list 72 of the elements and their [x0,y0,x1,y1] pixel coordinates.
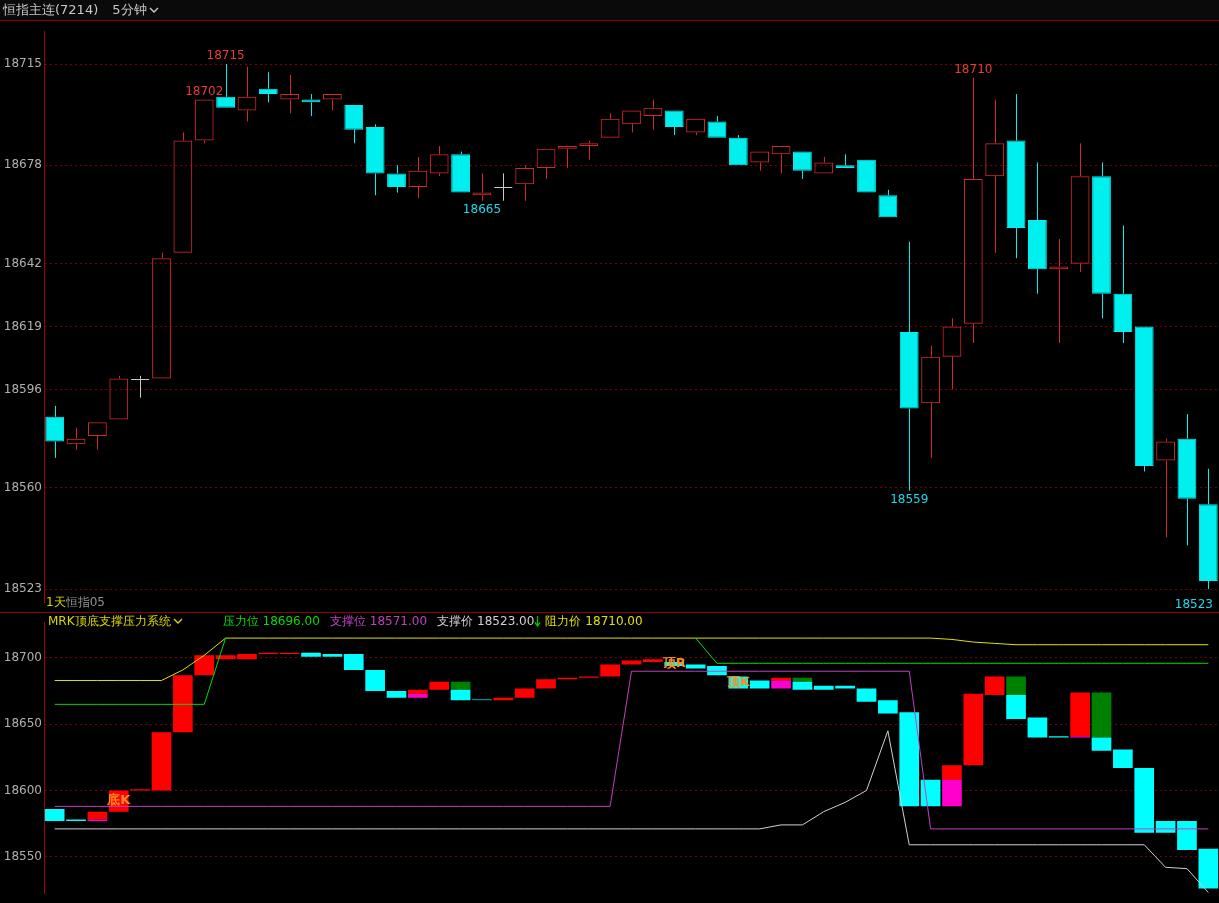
annotation: 18523.00 [477,614,535,628]
annotation: 18571.00 [369,614,428,628]
annotation: 恒指05 [65,595,105,609]
chart-subtitle: 5分钟 [112,2,147,17]
y-tick-label: 18560 [3,480,42,495]
bar [792,681,813,690]
bar [856,688,877,702]
annotation: 1天 [46,595,66,609]
y-tick-label: 18715 [3,56,42,71]
bar [1091,692,1112,738]
bar [365,669,385,692]
bar [942,765,962,780]
candlestick [878,189,898,218]
bar [685,664,706,669]
candlestick [45,405,65,459]
y-tick-label: 18650 [3,716,42,731]
y-tick-label: 18550 [3,848,42,863]
bar [771,680,791,689]
candlestick [1198,468,1218,590]
bar [1134,767,1155,833]
y-tick-label: 18596 [3,381,42,396]
annotation: 18523 [1174,597,1213,611]
series-label: 压力位 [222,614,259,628]
annotation: 18702 [185,83,224,98]
y-tick-label: 18523 [3,581,42,596]
annotation: 18715 [206,48,245,63]
bar [408,693,428,698]
bar [1070,692,1090,737]
bar [1006,695,1026,719]
bar [450,681,471,690]
bar [343,654,364,670]
annotation: 18710 [954,61,993,76]
bar [87,811,108,820]
candlestick [365,123,385,196]
series-label: 阻力价 [545,614,582,628]
bar [1113,749,1133,768]
bar [408,689,428,694]
bar [749,680,770,689]
chart-title: 恒指主连(7214) [3,2,99,17]
bar [322,654,343,657]
annotation: 18710.00 [585,614,643,628]
chart-title: MRK顶底支撑压力系统 [48,614,171,628]
bar [1091,737,1112,751]
annotation: 18559 [890,491,929,506]
candlestick [899,241,919,492]
candlestick [493,172,513,202]
y-tick-label: 18678 [3,157,42,172]
bar [301,652,321,657]
bar [386,691,407,698]
annotation: 18665 [462,201,502,216]
y-tick-label: 18600 [3,782,42,797]
candlestick [1092,161,1111,319]
bar [450,689,471,701]
candlestick [728,134,748,166]
bar [792,677,813,682]
candlestick [1177,413,1197,546]
y-tick-label: 18619 [3,318,42,333]
y-tick-label: 18700 [3,650,42,665]
bar [1027,717,1048,738]
candlestick [1134,326,1154,473]
annotation: 18696.00 [262,614,320,628]
candlestick [1028,161,1047,295]
bar [942,779,962,807]
candlestick [835,153,855,168]
candlestick [130,375,150,399]
text: 支撑价 [437,614,474,628]
bar [1006,676,1026,696]
candlestick [1006,93,1026,259]
candlestick [344,105,364,144]
y-tick-label: 18642 [3,255,42,270]
text: 支撑位 [329,614,366,628]
candlestick [1113,224,1133,344]
